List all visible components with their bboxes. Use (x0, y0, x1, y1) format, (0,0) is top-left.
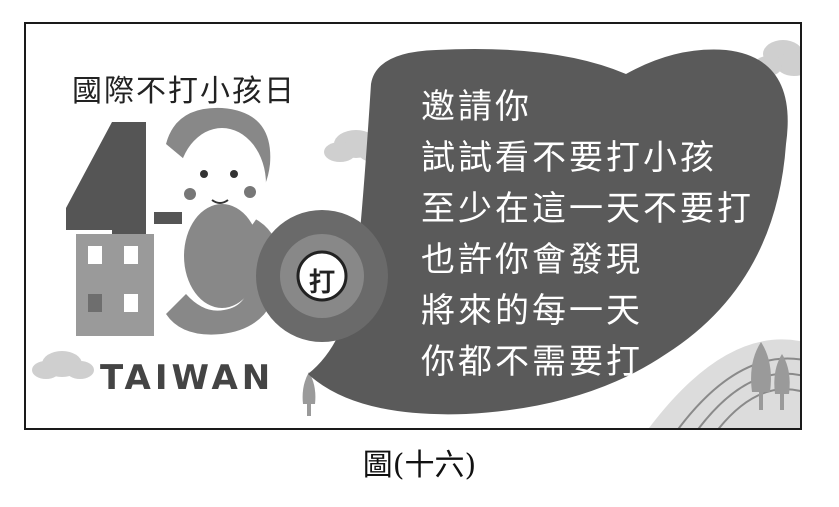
logo-number-0 (256, 210, 388, 342)
bubble-line: 也許你會發現 (421, 240, 643, 280)
house-icon (76, 212, 182, 336)
illustration (32, 40, 800, 428)
bubble-text: 邀請你 試試看不要打小孩 至少在這一天不要打 也許你會發現 將來的每一天 你都不… (421, 82, 754, 388)
speech-bubble (308, 49, 788, 415)
bubble-line: 邀請你 (421, 87, 532, 127)
logo-number-3 (166, 107, 281, 335)
bubble-line: 至少在這一天不要打 (421, 189, 754, 229)
figure-frame: 國際不打小孩日 打 TAIWAN 邀請你 試試看不要打小孩 至少在這一天不要打 … (24, 22, 802, 430)
bubble-line: 試試看不要打小孩 (421, 138, 717, 178)
figure-caption: 圖(十六) (362, 448, 477, 483)
cloud-icon (32, 351, 94, 379)
no-hitting-badge (298, 252, 346, 300)
tree-icon (751, 342, 790, 410)
badge-text: 打 (308, 268, 335, 298)
tree-icon (302, 372, 316, 416)
taiwan-label: TAIWAN (100, 358, 275, 398)
bubble-line: 你都不需要打 (421, 342, 643, 382)
bubble-line: 將來的每一天 (421, 291, 643, 331)
campaign-title: 國際不打小孩日 (72, 74, 296, 109)
